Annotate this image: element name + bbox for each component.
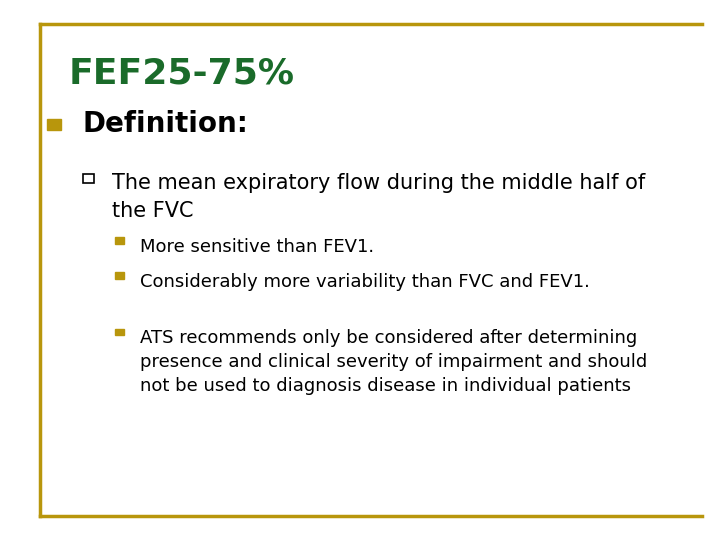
Text: Definition:: Definition: — [83, 110, 248, 138]
Text: FEF25-75%: FEF25-75% — [68, 57, 294, 91]
FancyBboxPatch shape — [115, 272, 124, 279]
Text: ATS recommends only be considered after determining
presence and clinical severi: ATS recommends only be considered after … — [140, 329, 648, 395]
FancyBboxPatch shape — [47, 119, 61, 130]
Text: The mean expiratory flow during the middle half of
the FVC: The mean expiratory flow during the midd… — [112, 173, 645, 221]
FancyBboxPatch shape — [115, 237, 124, 244]
FancyBboxPatch shape — [115, 329, 124, 335]
Text: More sensitive than FEV1.: More sensitive than FEV1. — [140, 238, 374, 255]
Text: Considerably more variability than FVC and FEV1.: Considerably more variability than FVC a… — [140, 273, 590, 291]
FancyBboxPatch shape — [83, 174, 94, 183]
